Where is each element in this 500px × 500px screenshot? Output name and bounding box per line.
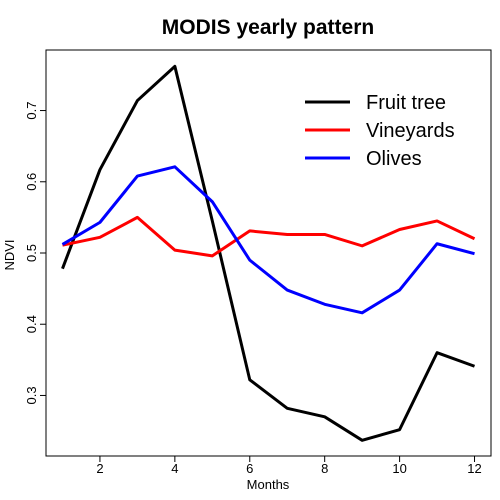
y-tick-label: 0.7 bbox=[24, 102, 39, 120]
series-line-olives bbox=[62, 167, 474, 313]
y-tick-label: 0.3 bbox=[24, 386, 39, 404]
chart-title: MODIS yearly pattern bbox=[162, 16, 374, 39]
legend-label-olives: Olives bbox=[366, 148, 422, 170]
x-tick-label: 4 bbox=[171, 461, 178, 476]
legend: Fruit tree Vineyards Olives bbox=[305, 92, 455, 170]
x-axis: 2 4 6 8 10 12 bbox=[96, 456, 481, 476]
x-tick-label: 8 bbox=[321, 461, 328, 476]
legend-label-vineyards: Vineyards bbox=[366, 120, 455, 142]
x-axis-label: Months bbox=[247, 477, 290, 492]
y-axis: 0.3 0.4 0.5 0.6 0.7 bbox=[24, 102, 46, 405]
legend-label-fruit-tree: Fruit tree bbox=[366, 92, 446, 114]
series-line-vineyards bbox=[62, 217, 474, 255]
y-axis-label: NDVI bbox=[2, 239, 17, 270]
x-tick-label: 6 bbox=[246, 461, 253, 476]
y-tick-label: 0.6 bbox=[24, 173, 39, 191]
y-tick-label: 0.5 bbox=[24, 244, 39, 262]
x-tick-label: 10 bbox=[392, 461, 406, 476]
x-tick-label: 12 bbox=[467, 461, 481, 476]
x-tick-label: 2 bbox=[96, 461, 103, 476]
y-tick-label: 0.4 bbox=[24, 315, 39, 333]
